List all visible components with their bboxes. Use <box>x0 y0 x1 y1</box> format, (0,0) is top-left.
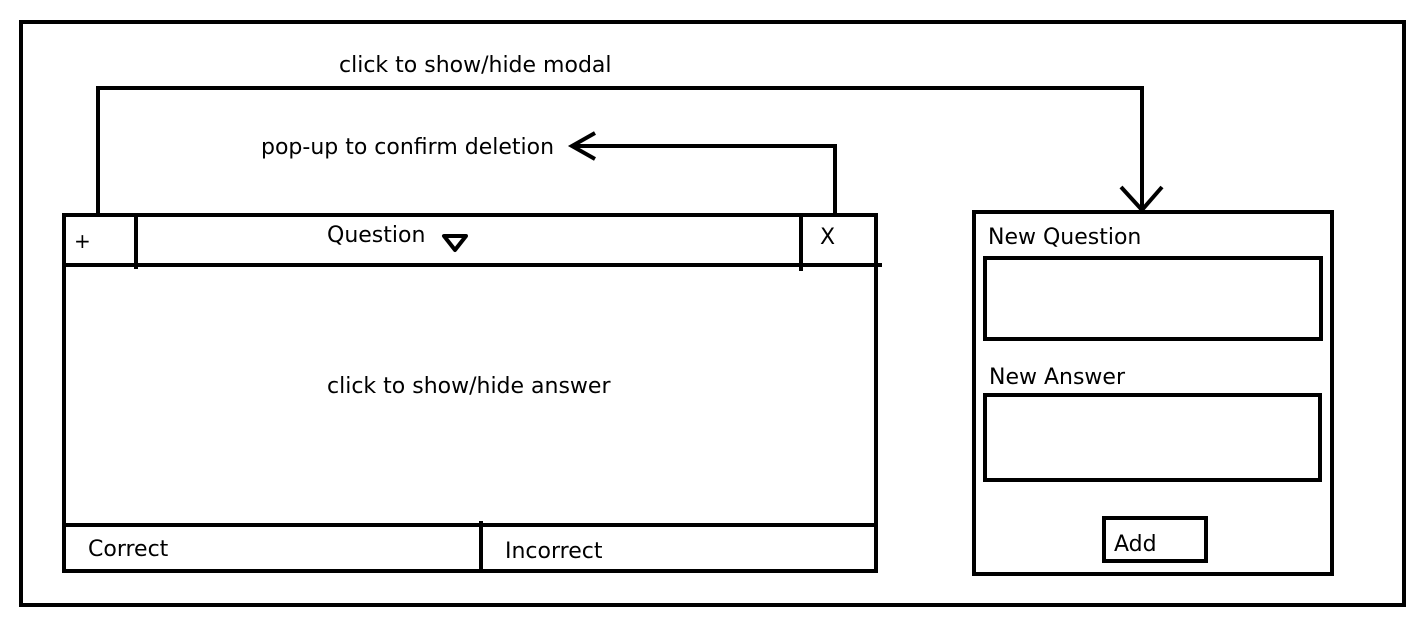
delete-label: X <box>820 225 836 250</box>
new-question-label: New Question <box>988 225 1142 250</box>
new-card-modal <box>972 210 1334 576</box>
delete-arrowhead-icon <box>567 131 596 161</box>
modal-toggle-connector <box>96 86 1144 213</box>
delete-confirm-note: pop-up to confirm deletion <box>261 135 555 160</box>
delete-cell-divider <box>799 213 803 271</box>
new-answer-label: New Answer <box>989 365 1126 390</box>
answer-toggle-note: click to show/hide answer <box>327 374 611 399</box>
add-card-button[interactable]: Add <box>1102 516 1208 563</box>
add-label: + <box>74 229 91 253</box>
add-card-button-label: Add <box>1114 532 1157 557</box>
correct-label: Correct <box>88 537 169 562</box>
correct-button[interactable]: Correct <box>66 527 479 569</box>
new-answer-input[interactable] <box>983 393 1322 482</box>
modal-toggle-note: click to show/hide modal <box>339 53 612 78</box>
delete-button[interactable]: X <box>803 217 874 263</box>
outer-frame <box>19 20 1406 607</box>
card-footer-divider <box>62 523 878 527</box>
card-header-divider <box>62 263 882 267</box>
flashcard <box>62 213 878 573</box>
incorrect-button[interactable]: Incorrect <box>483 527 874 569</box>
incorrect-label: Incorrect <box>505 539 603 564</box>
answer-area[interactable]: click to show/hide answer <box>66 267 874 523</box>
new-question-input[interactable] <box>983 256 1323 341</box>
delete-confirm-connector <box>572 144 837 213</box>
add-cell-divider <box>134 213 138 269</box>
question-label: Question <box>327 223 426 248</box>
add-button[interactable]: + <box>66 217 134 263</box>
footer-cell-divider <box>479 521 483 571</box>
triangle-down-icon[interactable] <box>440 232 470 254</box>
question-header[interactable]: Question <box>138 217 799 263</box>
